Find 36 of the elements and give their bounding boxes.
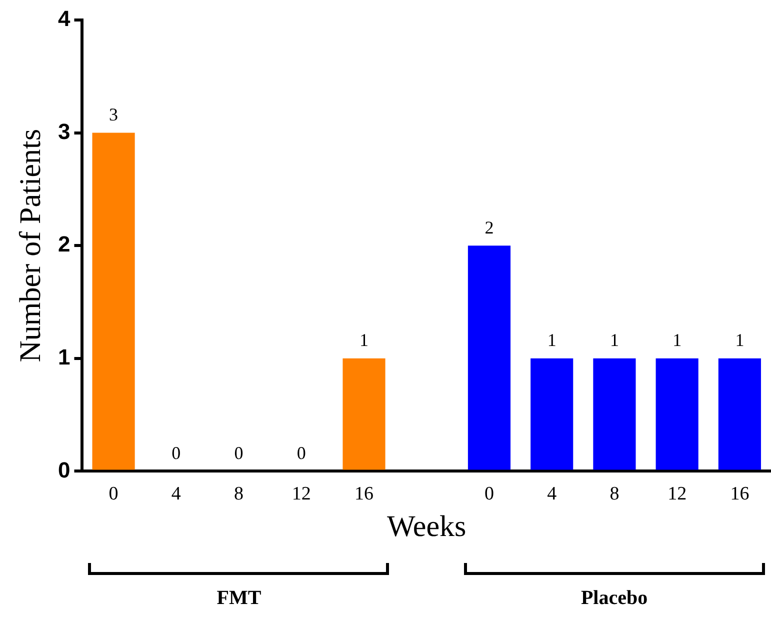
data-label: 0 [296,442,306,463]
bar [656,358,698,470]
data-label: 1 [360,330,369,350]
y-tick-label: 4 [58,6,71,32]
bar [92,132,135,470]
x-tick-label: 0 [484,484,494,505]
data-label: 1 [735,330,744,350]
text: FMT [216,587,262,610]
data-label: 1 [610,330,619,350]
data-label: 1 [672,330,682,350]
x-tick-label: 12 [668,484,687,505]
x-tick-label: 4 [171,484,182,505]
data-label: 2 [484,217,494,238]
x-tick-label: 4 [547,484,558,505]
x-tick-label: 0 [108,484,118,505]
data-label: 0 [234,442,244,463]
data-label: 0 [172,442,181,463]
bar [718,358,761,470]
data-label: 1 [547,330,556,350]
y-axis-title: Number of Patients [14,128,47,362]
y-tick-label: 1 [58,344,70,370]
bar [593,358,636,470]
x-tick-label: 16 [730,484,750,505]
y-tick-label: 3 [58,118,70,144]
text: Placebo [580,587,648,610]
x-axis-title: Weeks [387,510,466,543]
data-label: 3 [109,104,118,125]
y-tick-label: 0 [58,457,70,482]
x-tick-label: 12 [292,484,311,505]
x-tick-label: 8 [610,484,620,505]
y-tick-label: 2 [58,232,70,257]
bar [530,358,574,470]
bar [342,358,386,470]
x-tick-label: 8 [234,484,244,505]
x-tick-label: 16 [354,484,374,505]
bar [468,246,511,470]
